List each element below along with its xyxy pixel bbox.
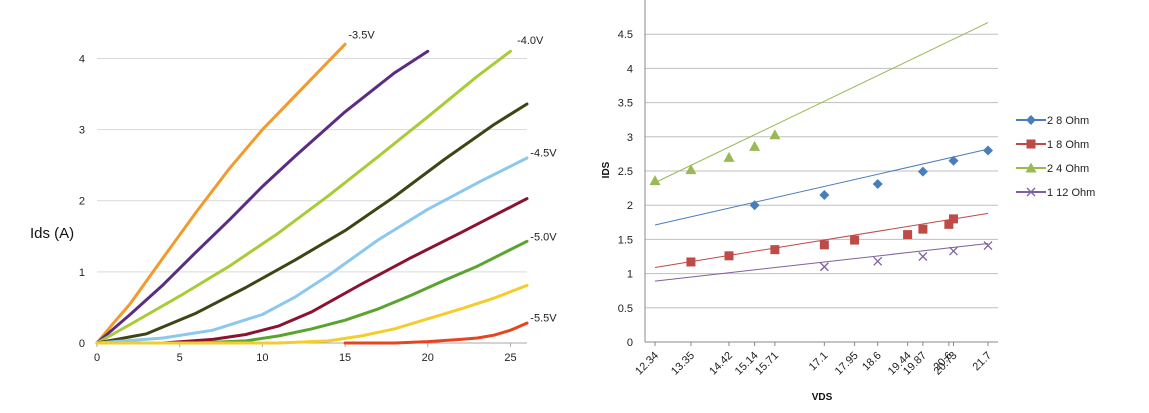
legend-swatch-marker [1026, 139, 1036, 149]
left-series-line-2 [95, 49, 512, 345]
right-series-1-point [686, 257, 696, 267]
left-curve-label: -4.5V [530, 148, 557, 160]
right-series-1-point [770, 245, 780, 255]
right-trendline-2 [654, 22, 989, 184]
left-y-tick-label: 0 [79, 338, 85, 350]
right-x-tick-label: 21.7 [970, 350, 994, 374]
right-y-tick-label: 4.5 [618, 29, 633, 41]
right-y-tick-label: 0 [627, 337, 633, 349]
right-series-1-point [948, 214, 958, 224]
right-x-tick-label: 14.42 [707, 350, 735, 378]
legend-entry-label: 1 12 Ohm [1047, 187, 1095, 199]
right-trendline-3 [654, 243, 989, 282]
right-series-2-point [749, 140, 761, 151]
right-series-3-point [983, 241, 993, 251]
left-series-line-3 [95, 102, 529, 345]
legend-swatch-marker [1025, 162, 1037, 173]
right-series-1-point [944, 219, 954, 229]
left-series-line-4 [95, 156, 529, 345]
right-y-axis-title: IDS [601, 161, 612, 178]
left-x-tick-labels: 0 5 10 15 20 25 [94, 352, 517, 364]
left-y-tick-label: 4 [79, 53, 85, 65]
left-x-tick-label: 20 [422, 352, 434, 364]
right-series-2-point [769, 129, 781, 140]
right-y-tick-label: 3.5 [618, 98, 633, 110]
right-trendline-0 [654, 148, 989, 226]
right-series-3-point [819, 262, 829, 272]
right-series-3-point [873, 256, 883, 266]
legend-entry-label: 2 4 Ohm [1047, 163, 1089, 175]
right-x-tick-label: 17.1 [807, 350, 831, 374]
right-x-tick-label: 13.35 [669, 350, 697, 378]
right-x-axis-title: VDS [812, 392, 833, 403]
left-x-tick-label: 5 [177, 352, 183, 364]
left-gridlines [97, 57, 527, 273]
right-series-1-point [918, 224, 928, 234]
right-series-0-point [819, 189, 830, 200]
left-series-line-0 [95, 42, 347, 345]
right-x-tick-label: 18.6 [860, 350, 884, 374]
right-series-0-point [749, 200, 760, 211]
left-series-line-7 [95, 283, 529, 345]
right-y-tick-label: 1.5 [618, 234, 633, 246]
right-legend: 2 8 Ohm 1 8 Ohm 2 4 Ohm 1 12 Ohm [1016, 115, 1095, 199]
right-x-tick-label: 17.95 [833, 350, 861, 378]
left-x-tick-label: 15 [339, 352, 351, 364]
legend-swatch-marker [1026, 187, 1036, 197]
legend-swatch-marker [1026, 115, 1036, 125]
right-series-3-point [918, 252, 928, 261]
right-x-tick-label: 15.71 [753, 350, 781, 378]
left-y-tick-label: 2 [79, 196, 85, 208]
legend-entry-label: 2 8 Ohm [1047, 115, 1089, 127]
left-series-group [95, 42, 529, 345]
right-series-0-point [983, 145, 993, 156]
right-series-2-point [685, 164, 697, 175]
left-series-line-8 [343, 321, 529, 345]
right-series-1-point [850, 235, 860, 245]
right-y-tick-labels: 0 0.5 1 1.5 2 2.5 3 3.5 4 4.5 [618, 29, 633, 349]
left-curve-label: -5.0V [530, 232, 557, 244]
left-y-tick-label: 3 [79, 125, 85, 137]
right-markers [649, 129, 993, 272]
right-y-tick-label: 3 [627, 132, 633, 144]
right-y-tick-label: 2.5 [618, 166, 633, 178]
ids-vds-curves-chart: 0 1 2 3 4 0 5 10 15 20 25 -3.5V -4.0V -4.5V -5.0V -5.… [30, 30, 557, 364]
right-series-1-point [724, 251, 734, 261]
right-x-tick-label: 20.73 [932, 350, 960, 378]
left-curve-label: -5.5V [530, 313, 557, 325]
ids-vs-vds-chart: 00.511.522.533.544.5 12.34 13.35 14.4215.1… [601, 0, 1095, 403]
left-series-line-1 [95, 49, 430, 345]
left-curve-label: -4.0V [517, 35, 544, 47]
right-series-2-point [649, 175, 661, 186]
right-series-0-point [872, 178, 883, 189]
right-y-tick-label: 1 [627, 269, 633, 281]
left-x-tick-label: 25 [504, 352, 516, 364]
right-series-1-point [819, 240, 829, 250]
right-y-tick-label: 2 [627, 200, 633, 212]
right-series-0-point [917, 166, 928, 177]
left-y-tick-labels: 0 1 2 3 4 [79, 53, 85, 350]
left-x-tick-label: 0 [94, 352, 100, 364]
right-gridlines [645, 33, 998, 343]
left-y-axis-title: Ids (A) [30, 225, 74, 242]
right-series-3-point [949, 246, 958, 256]
right-y-tick-label: 0.5 [618, 303, 633, 315]
left-x-tick-label: 10 [256, 352, 268, 364]
right-trendlines [654, 22, 989, 282]
left-y-tick-label: 1 [79, 267, 85, 279]
right-y-tick-label: 4 [627, 63, 633, 75]
right-series-0-point [948, 155, 959, 166]
left-curve-labels: -3.5V -4.0V -4.5V -5.0V -5.5V [348, 30, 557, 325]
left-curve-label: -3.5V [348, 30, 375, 42]
right-x-tick-label: 12.34 [633, 350, 661, 378]
right-series-2-point [723, 151, 735, 162]
legend-entry-label: 1 8 Ohm [1047, 139, 1089, 151]
right-series-1-point [903, 230, 913, 240]
right-axes [644, 0, 989, 346]
left-series-line-5 [95, 197, 529, 345]
